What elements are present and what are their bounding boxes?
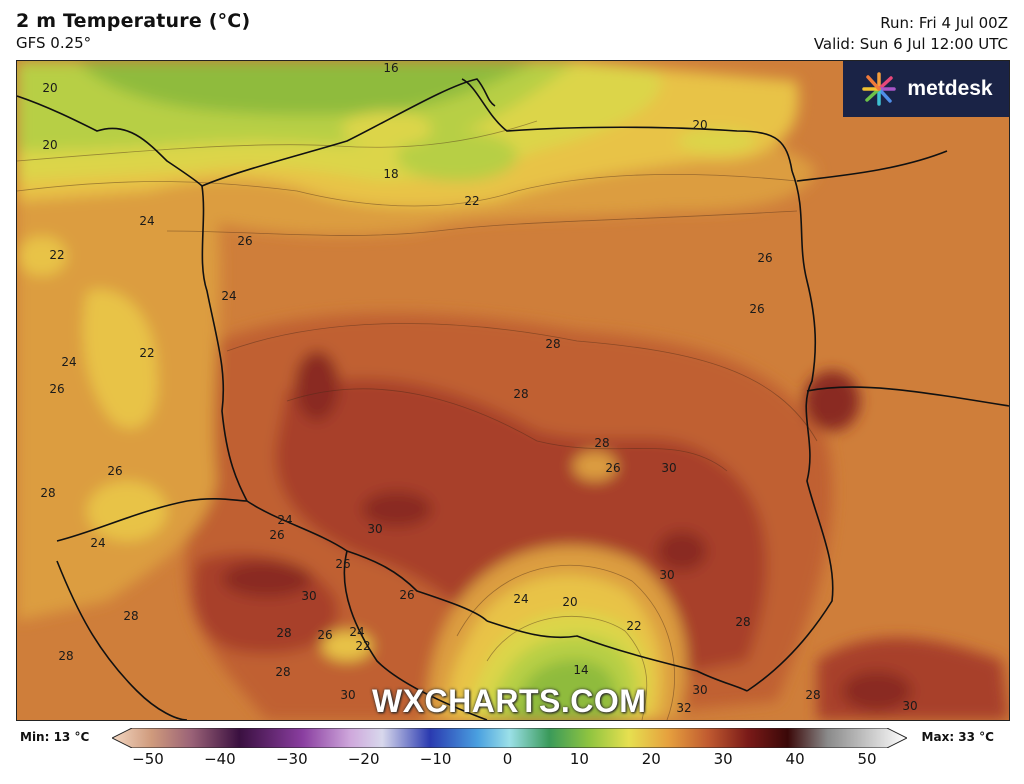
scale-tick-label: −30 [275, 750, 308, 768]
wxcharts-watermark: WXCHARTS.COM [372, 683, 647, 719]
contour-label: 24 [221, 289, 237, 303]
contour-label: 22 [49, 248, 65, 262]
contour-label: 28 [275, 665, 291, 679]
contour-label: 30 [692, 683, 708, 697]
scale-tick-label: 0 [502, 750, 513, 768]
contour-label: 20 [42, 81, 58, 95]
zone-32-east [804, 371, 860, 431]
contour-label: 20 [692, 118, 708, 132]
contour-label: 28 [58, 649, 74, 663]
contour-label: 24 [513, 592, 529, 606]
metdesk-logo-text: metdesk [907, 77, 993, 100]
isotherm-lines [17, 120, 818, 720]
contour-label: 28 [805, 688, 821, 702]
contour-label: 14 [573, 663, 589, 677]
contour-label: 30 [340, 688, 356, 702]
contour-label: 28 [513, 387, 529, 401]
contour-label: 28 [276, 626, 292, 640]
metdesk-burst-icon [862, 72, 897, 106]
scale-max-label: Max: 33 °C [921, 730, 994, 744]
contour-label: 30 [301, 589, 317, 603]
contour-label: 26 [49, 382, 65, 396]
scale-tick-label: 40 [785, 750, 805, 768]
country-borders [17, 78, 1009, 720]
contour-label: 26 [335, 557, 351, 571]
contour-label: 24 [139, 214, 155, 228]
chart-header-right: Run: Fri 4 Jul 00Z Valid: Sun 6 Jul 12:0… [814, 13, 1008, 55]
scale-tick-label: −50 [132, 750, 164, 768]
contour-label: 24 [61, 355, 77, 369]
run-time: Run: Fri 4 Jul 00Z [880, 14, 1008, 32]
zone-32-west [295, 351, 339, 421]
contour-label: 28 [735, 615, 751, 629]
scale-tick-label: 20 [641, 750, 661, 768]
contour-label: 26 [749, 302, 765, 316]
zone-18-baltic [397, 131, 517, 181]
contour-label: 26 [757, 251, 773, 265]
zone-22-sw [87, 481, 167, 541]
scale-tick-label: 30 [713, 750, 733, 768]
chart-title: 2 m Temperature (°C) [16, 10, 251, 32]
contour-label: 26 [107, 464, 123, 478]
contour-label: 26 [317, 628, 333, 642]
scale-tick-label: −10 [419, 750, 452, 768]
temperature-color-scale [112, 728, 907, 748]
scale-tick-label: −40 [204, 750, 236, 768]
zone-22-west [83, 289, 158, 429]
temperature-map: 16 20 20 18 22 20 24 26 22 24 26 26 24 22 26 28 28 28 26 30… [16, 60, 1010, 721]
contour-label: 26 [237, 234, 253, 248]
zone-22-spot [322, 631, 372, 661]
zone-20-ne [677, 129, 757, 153]
contour-label: 26 [605, 461, 621, 475]
zone-24-spot [573, 451, 617, 481]
contour-label: 20 [42, 138, 58, 152]
contour-label: 22 [464, 194, 480, 208]
zone-32-southeast [842, 671, 912, 711]
model-label: GFS 0.25° [16, 34, 92, 52]
contour-label: 18 [383, 167, 399, 181]
zone-32-central [362, 491, 432, 527]
contour-label: 30 [367, 522, 383, 536]
contour-label: 26 [399, 588, 415, 602]
contour-label: 26 [269, 528, 285, 542]
scale-tick-label: 10 [569, 750, 589, 768]
contour-label: 30 [661, 461, 677, 475]
contour-label: 24 [90, 536, 106, 550]
temperature-field [17, 61, 1009, 720]
metdesk-logo: metdesk [843, 61, 1009, 117]
valid-time: Valid: Sun 6 Jul 12:00 UTC [813, 35, 1008, 53]
contour-label: 20 [562, 595, 578, 609]
contour-label: 30 [659, 568, 675, 582]
contour-label: 16 [383, 61, 399, 75]
contour-label: 28 [594, 436, 610, 450]
contour-label: 22 [139, 346, 155, 360]
chart-header-left: 2 m Temperature (°C) GFS 0.25° [16, 10, 250, 52]
contour-label: 32 [676, 701, 692, 715]
contour-label: 30 [902, 699, 918, 713]
contour-label: 24 [349, 625, 365, 639]
scale-tick-label: 50 [857, 750, 877, 768]
scale-tick-label: −20 [347, 750, 380, 768]
zone-32-south [657, 531, 707, 571]
contour-label: 28 [545, 337, 561, 351]
contour-label: 22 [626, 619, 642, 633]
contour-label: 28 [123, 609, 139, 623]
zone-16-tatra [512, 659, 617, 720]
zone-32-czech [222, 561, 312, 597]
contour-label: 24 [277, 513, 293, 527]
zone-20-gdansk [342, 111, 432, 147]
zone-22-far-west [17, 236, 67, 276]
contour-label: 22 [355, 639, 371, 653]
contour-label: 28 [40, 486, 56, 500]
scale-min-label: Min: 13 °C [20, 730, 90, 744]
